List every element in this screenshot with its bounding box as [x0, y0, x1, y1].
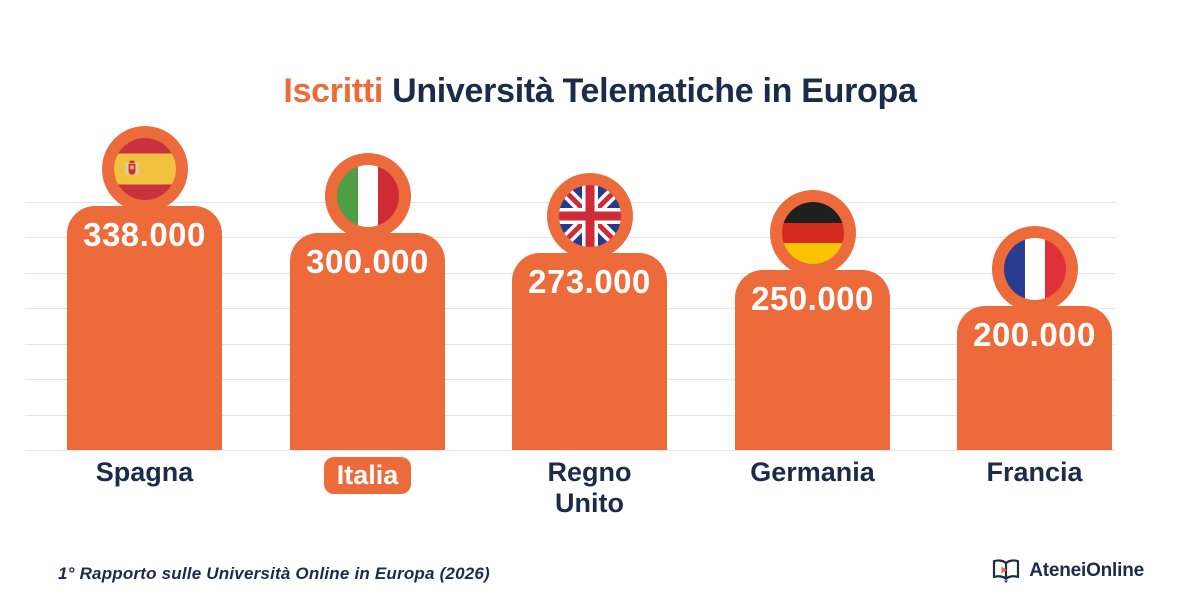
- bar-column-germania: 250.000 Germania: [735, 0, 890, 487]
- flag-germany-icon: [781, 202, 844, 264]
- title-rest: Università Telematiche in Europa: [392, 72, 917, 110]
- bar-value-regno-unito: 273.000: [528, 263, 651, 300]
- source-note: 1° Rapporto sulle Università Online in E…: [58, 564, 490, 583]
- flag-united-kingdom-icon: [558, 185, 621, 247]
- flag-circle-germania: [769, 190, 856, 276]
- page-title: Iscritti Università Telematiche in Europa: [0, 72, 1200, 111]
- bar-francia: 200.000: [957, 226, 1112, 450]
- highlight-pill: Italia: [323, 457, 412, 494]
- bar-value-italia: 300.000: [306, 243, 429, 280]
- bar-value-germania: 250.000: [751, 280, 874, 317]
- category-label-germania: Germania: [750, 457, 875, 487]
- bar-value-francia: 200.000: [973, 316, 1096, 353]
- bar-spagna: 338.000: [67, 126, 222, 450]
- bar-value-spagna: 338.000: [83, 216, 206, 253]
- flag-circle-francia: [991, 226, 1078, 312]
- flag-france-icon: [1003, 238, 1066, 300]
- open-book-icon: [993, 559, 1020, 583]
- bar-column-francia: 200.000 Francia: [957, 0, 1112, 487]
- category-label-francia: Francia: [986, 457, 1083, 487]
- bar-column-spagna: 338.000 Spagna: [67, 0, 222, 487]
- bar-column-italia: 300.000 Italia: [290, 0, 445, 494]
- bar-italia: 300.000: [290, 153, 445, 450]
- category-label-italia: Italia: [290, 457, 445, 494]
- brand-name: AteneiOnline: [1029, 560, 1144, 581]
- flag-circle-italia: [324, 153, 411, 239]
- gridline: [25, 450, 1115, 451]
- bar-germania: 250.000: [735, 190, 890, 450]
- flag-circle-regno-unito: [546, 173, 633, 259]
- category-label-regno-unito: Regno Unito: [547, 457, 632, 518]
- title-highlight: Iscritti: [283, 72, 384, 110]
- category-label-spagna: Spagna: [95, 457, 194, 487]
- flag-spain-icon: [113, 138, 176, 200]
- bar-column-regno-unito: 273.000 Regno Unito: [512, 0, 667, 518]
- flag-italy-icon: [336, 165, 399, 227]
- flag-circle-spagna: [101, 126, 188, 212]
- bar-regno-unito: 273.000: [512, 173, 667, 450]
- brand-logo: AteneiOnline: [991, 558, 1144, 584]
